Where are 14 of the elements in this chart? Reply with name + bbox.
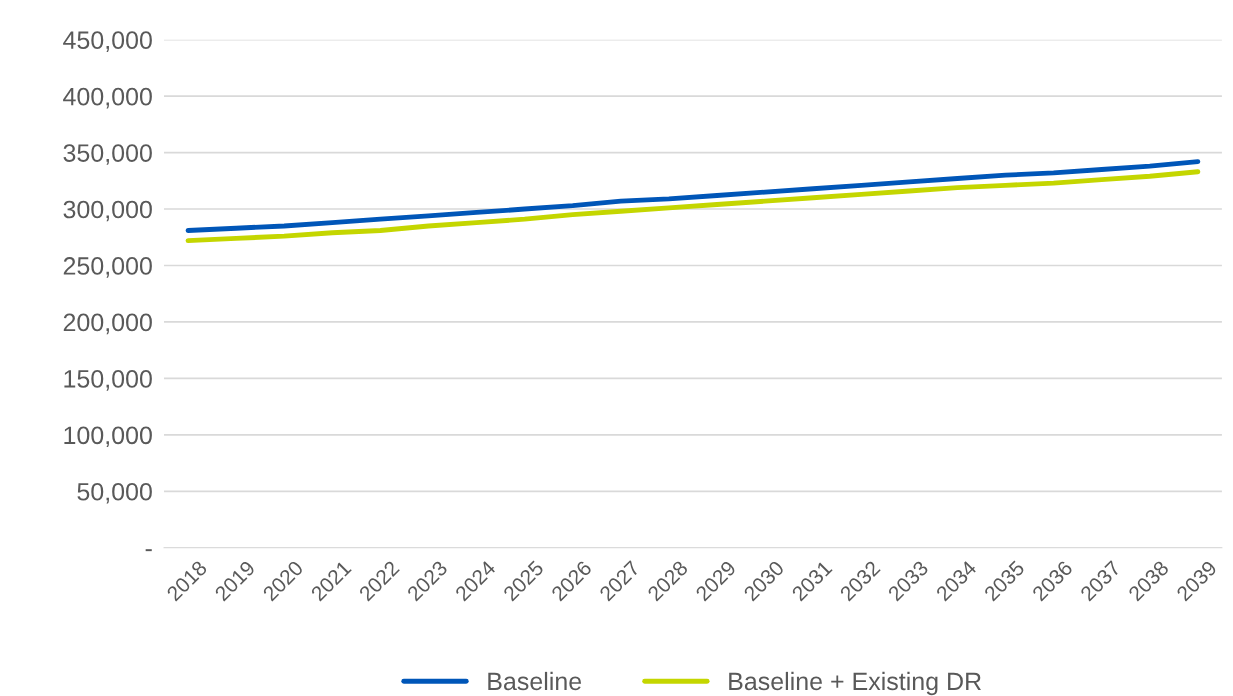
line-series (185, 159, 1201, 233)
y-tick-label: 450,000 (63, 31, 152, 52)
legend-label: Baseline + Existing DR (729, 671, 981, 696)
y-tick-label: 400,000 (63, 87, 152, 109)
line-series (185, 169, 1201, 244)
y-tick-label: 250,000 (63, 257, 152, 278)
y-tick-label: 350,000 (63, 144, 152, 165)
y-tick-label: 50,000 (77, 482, 152, 504)
y-tick-label: - (145, 549, 152, 552)
y-tick-label: 300,000 (63, 200, 152, 222)
y-tick-label: 200,000 (63, 313, 152, 335)
legend-label: Baseline (488, 671, 582, 691)
y-tick-label: 150,000 (64, 369, 152, 391)
y-tick-label: 100,000 (64, 426, 152, 448)
